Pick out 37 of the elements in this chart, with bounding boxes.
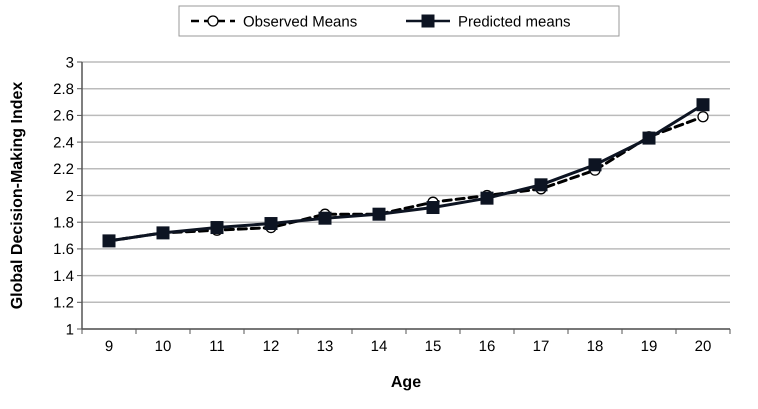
x-tick-label: 17	[532, 338, 550, 355]
point	[696, 98, 710, 112]
y-tick-label: 1	[66, 321, 74, 338]
x-tick-label: 9	[104, 338, 114, 355]
point	[426, 201, 440, 214]
x-tick-label: 11	[209, 338, 225, 355]
y-tick-label: 1.2	[53, 294, 74, 312]
x-tick-label: 20	[694, 338, 712, 355]
point	[210, 221, 224, 234]
x-tick-label: 16	[478, 338, 496, 355]
y-tick-label: 2	[66, 188, 74, 205]
point	[534, 178, 548, 192]
x-tick-label: 18	[586, 338, 604, 355]
point	[480, 192, 494, 205]
y-axis-title: Global Decision-Making Index	[9, 82, 26, 310]
point	[264, 217, 278, 230]
y-tick-label: 1.6	[53, 241, 74, 258]
y-tick-label: 2.2	[53, 161, 74, 178]
x-tick-label: 10	[154, 338, 172, 355]
y-tick-label: 2.8	[53, 80, 74, 98]
point	[697, 111, 709, 122]
y-tick-label: 1.8	[53, 214, 74, 232]
x-axis-title: Age	[390, 374, 422, 391]
point	[318, 212, 332, 225]
x-tick-label: 19	[640, 338, 658, 355]
y-tick-label: 2.4	[53, 134, 74, 152]
x-tick-label: 13	[316, 338, 334, 355]
y-tick-label: 3	[66, 54, 74, 72]
point	[642, 132, 656, 145]
x-tick-label: 14	[370, 338, 388, 355]
y-tick-label: 1.4	[53, 268, 74, 285]
legend-label: Observed Means	[243, 13, 358, 30]
y-tick-label: 2.6	[53, 108, 74, 125]
point	[588, 158, 602, 172]
x-tick-label: 12	[262, 338, 280, 355]
x-tick-label: 15	[424, 338, 442, 355]
legend-label: Predicted means	[458, 13, 571, 30]
